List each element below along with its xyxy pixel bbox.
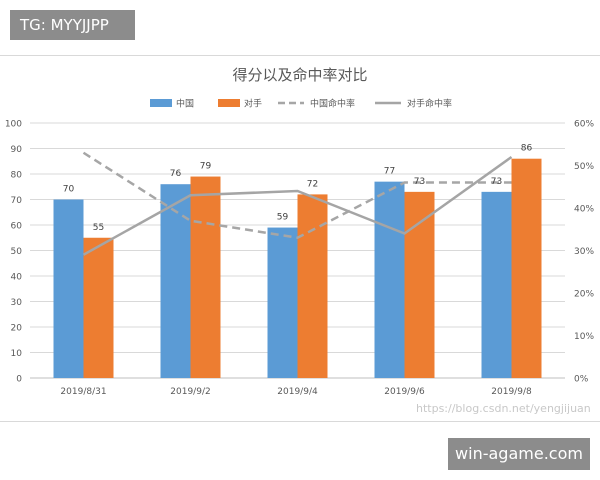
bar (404, 191, 435, 378)
x-tick-label: 2019/8/31 (60, 387, 106, 397)
data-label: 86 (521, 144, 533, 154)
y2-tick-label: 0% (574, 375, 589, 385)
y-tick-label: 0 (16, 375, 22, 385)
y-tick-label: 20 (11, 324, 23, 334)
y-tick-label: 100 (5, 120, 22, 130)
x-axis: 2019/8/31 2019/9/2 2019/9/4 2019/9/6 2019/9/… (60, 387, 532, 397)
chart-title: 得分以及命中率对比 (232, 66, 367, 84)
rate-lines (82, 151, 513, 256)
y2-tick-label: 50% (574, 162, 594, 172)
tg-badge: TG: MYYJJPP (10, 10, 135, 40)
y2-tick-label: 20% (574, 290, 594, 300)
bar (374, 181, 405, 378)
y-tick-label: 40 (11, 273, 23, 283)
y-tick-label: 60 (11, 222, 23, 232)
x-tick-label: 2019/9/6 (384, 387, 425, 397)
legend-swatch (150, 99, 172, 107)
y2-tick-label: 60% (574, 120, 594, 130)
bar (53, 199, 84, 378)
y-tick-label: 30 (11, 298, 23, 308)
legend-swatch (218, 99, 240, 107)
y2-tick-label: 10% (574, 332, 594, 342)
data-label: 70 (63, 185, 75, 195)
opponent-rate-line (82, 155, 513, 256)
data-label: 59 (277, 213, 289, 223)
site-badge: win-agame.com (448, 438, 590, 470)
data-labels: 70 76 59 77 73 55 79 72 73 86 (63, 144, 533, 233)
y2-tick-label: 30% (574, 247, 594, 257)
y-tick-label: 70 (11, 196, 23, 206)
data-label: 77 (384, 167, 395, 177)
legend-label: 中国命中率 (310, 98, 355, 110)
legend: 中国 对手 中国命中率 对手命中率 (150, 98, 452, 110)
y-tick-label: 50 (11, 247, 23, 257)
chart-frame (0, 55, 600, 422)
bar (481, 191, 512, 378)
bar (511, 158, 542, 378)
legend-label: 对手 (244, 98, 262, 110)
y2-axis: 0% 10% 20% 30% 40% 50% 60% (574, 120, 594, 385)
x-tick-label: 2019/9/2 (170, 387, 210, 397)
y-tick-label: 80 (11, 171, 23, 181)
bar (160, 184, 191, 378)
y-tick-label: 90 (11, 145, 23, 155)
bar (297, 194, 328, 378)
y-axis: 0 10 20 30 40 50 60 70 80 90 100 (5, 120, 22, 385)
x-tick-label: 2019/9/4 (277, 387, 318, 397)
bar (190, 176, 221, 378)
data-label: 55 (93, 223, 104, 233)
x-tick-label: 2019/9/8 (491, 387, 532, 397)
bars (53, 158, 542, 378)
data-label: 72 (307, 179, 318, 189)
china-rate-line (82, 151, 512, 240)
y-tick-label: 10 (11, 349, 23, 359)
watermark: https://blog.csdn.net/yengjijuan (416, 402, 591, 415)
y2-tick-label: 40% (574, 205, 594, 215)
chart: 得分以及命中率对比 中国 对手 中国命中率 对手命中率 0 10 20 30 40 50 60 70… (5, 66, 595, 397)
bar (267, 227, 298, 378)
data-label: 73 (491, 177, 502, 187)
data-label: 76 (170, 169, 182, 179)
legend-label: 中国 (176, 98, 194, 110)
data-label: 79 (200, 162, 212, 172)
legend-label: 对手命中率 (407, 98, 452, 110)
bar (83, 237, 114, 378)
data-label: 73 (414, 177, 425, 187)
